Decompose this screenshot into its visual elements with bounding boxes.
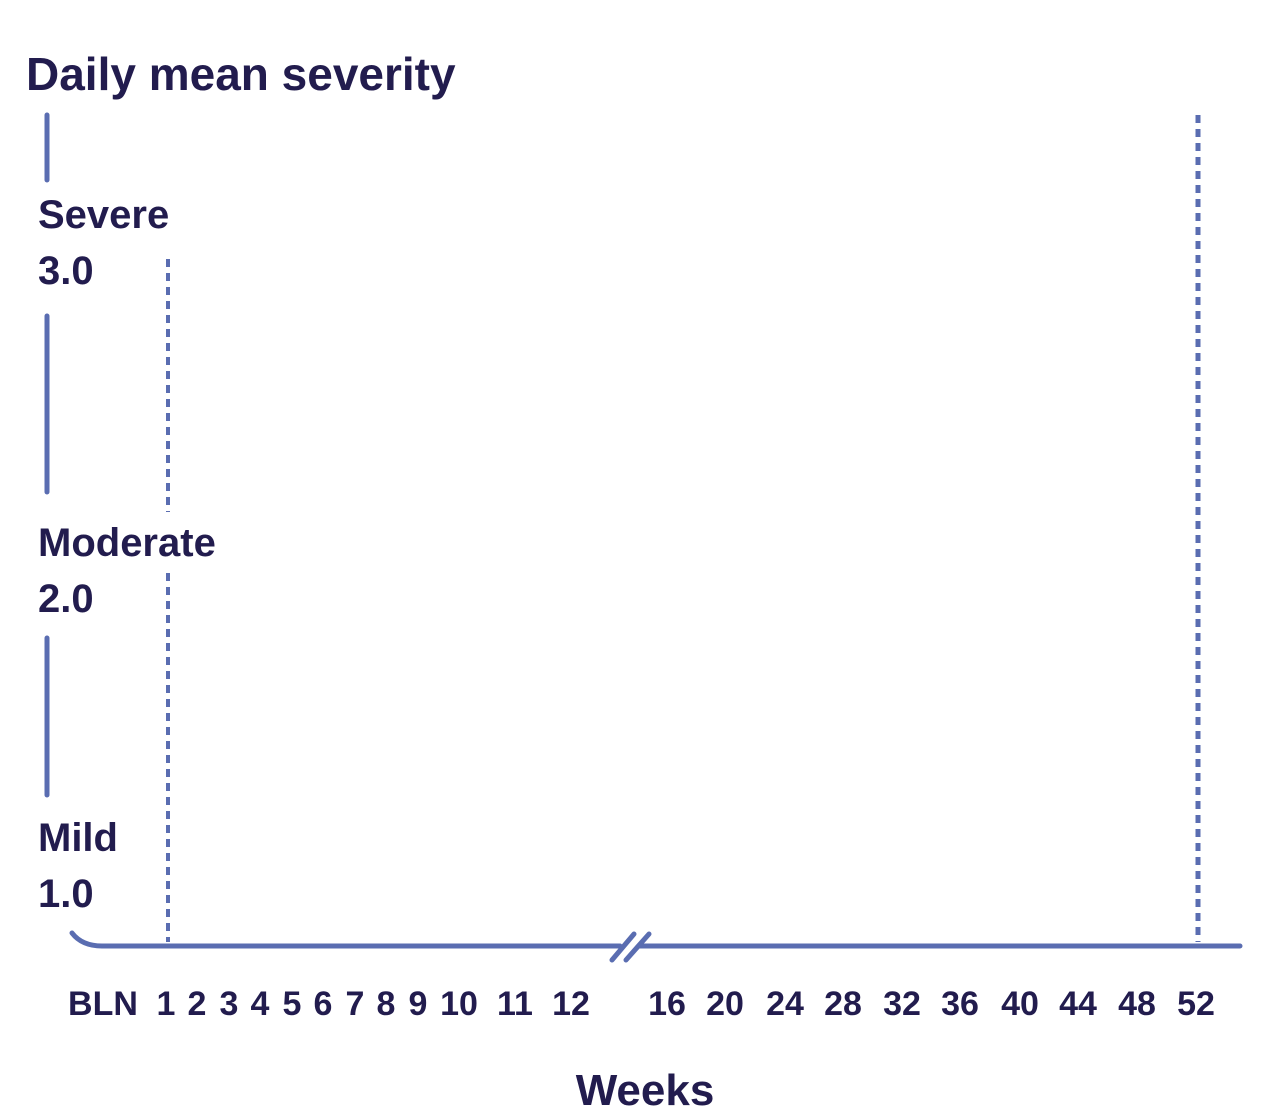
x-tick-label: 2 <box>188 985 207 1023</box>
y-axis: Severe 3.0 Moderate 2.0 Mild 1.0 <box>38 112 216 916</box>
x-tick-label: 52 <box>1177 985 1215 1023</box>
x-tick-label: 24 <box>766 985 804 1023</box>
x-tick-label: 11 <box>497 985 533 1023</box>
x-tick-label: 9 <box>409 985 428 1023</box>
y-tick-name-mild: Mild <box>38 816 118 860</box>
x-tick-label: 40 <box>1001 985 1039 1023</box>
reference-lines <box>166 115 1201 942</box>
x-tick-label: 8 <box>377 985 396 1023</box>
x-tick-label: 10 <box>440 985 478 1023</box>
y-tick-value-moderate: 2.0 <box>38 577 94 621</box>
y-tick-name-moderate: Moderate <box>38 521 216 565</box>
x-tick-label: 7 <box>346 985 365 1023</box>
x-tick-label: 12 <box>552 985 590 1023</box>
y-tick-value-severe: 3.0 <box>38 249 94 293</box>
x-tick-label: 3 <box>220 985 239 1023</box>
x-tick-label: 4 <box>251 985 270 1023</box>
x-axis-line-left <box>69 930 623 949</box>
x-tick-label: 5 <box>283 985 302 1023</box>
axis-break-mark <box>623 931 652 963</box>
x-tick-label: 36 <box>941 985 979 1023</box>
x-axis: BLN 1 2 3 4 5 6 7 8 9 10 11 12 16 20 24 28 32 36 40 44 48 52 W… <box>68 930 1243 1115</box>
x-tick-label: 44 <box>1059 985 1097 1023</box>
chart-title: Daily mean severity <box>26 48 456 100</box>
x-tick-label: 1 <box>157 985 176 1023</box>
axis-break-mark <box>609 931 637 963</box>
x-tick-label: 16 <box>648 985 686 1023</box>
x-tick-label: 28 <box>824 985 862 1023</box>
x-tick-label: 32 <box>883 985 921 1023</box>
x-tick-label: 6 <box>314 985 333 1023</box>
x-axis-label: Weeks <box>576 1066 715 1115</box>
x-tick-label: 20 <box>706 985 744 1023</box>
y-tick-value-mild: 1.0 <box>38 872 94 916</box>
x-tick-label: BLN <box>68 985 138 1023</box>
y-tick-name-severe: Severe <box>38 193 169 237</box>
x-tick-label: 48 <box>1118 985 1156 1023</box>
